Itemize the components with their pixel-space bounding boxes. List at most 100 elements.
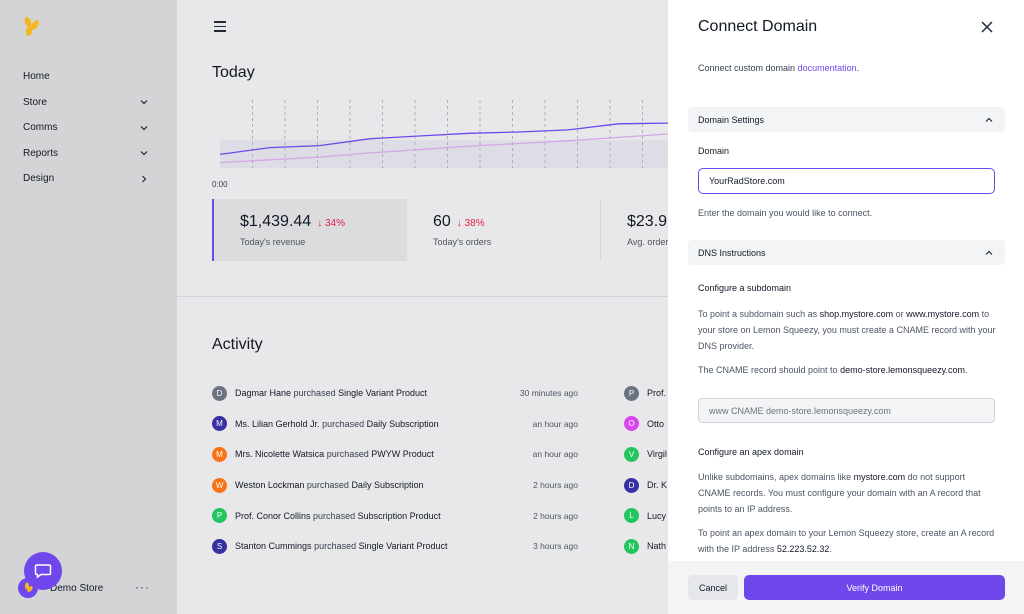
customer-name: Ms. Lilian Gerhold Jr.: [235, 418, 320, 429]
stat-label: Avg. order: [627, 237, 668, 247]
avatar: D: [212, 385, 227, 401]
verify-domain-button[interactable]: Verify Domain: [744, 575, 1005, 600]
activity-verb: purchased: [293, 388, 336, 399]
text: To point a subdomain such as: [698, 309, 820, 319]
stat-revenue[interactable]: $1,439.44 ↓ 34% Today's revenue: [212, 199, 407, 261]
avatar: M: [212, 446, 227, 462]
activity-verb: purchased: [322, 418, 365, 429]
customer-name: Lucy: [647, 510, 667, 521]
dns-instructions-section-toggle[interactable]: DNS Instructions: [688, 240, 1005, 265]
stats-row: $1,439.44 ↓ 34% Today's revenue 60 ↓ 38% T…: [212, 199, 668, 261]
activity-verb: purchased: [306, 480, 349, 491]
sidebar-nav: Home Store Comms Reports Design: [0, 64, 177, 192]
documentation-link[interactable]: documentation: [797, 63, 857, 73]
page-title: Today: [212, 64, 255, 81]
domain-input[interactable]: [698, 168, 995, 194]
sidebar-item-label: Design: [23, 173, 55, 185]
more-icon[interactable]: ···: [135, 580, 150, 594]
sidebar-item-home[interactable]: Home: [0, 64, 177, 90]
domain-settings-section-toggle[interactable]: Domain Settings: [688, 107, 1005, 132]
list-item[interactable]: P Prof. Conor Collins purchased Subscrip…: [212, 500, 582, 531]
help-chat-button[interactable]: [24, 552, 62, 590]
activity-list-2: P Prof. O Otto V Virgil D Dr. K L Lucy N Nath: [624, 378, 668, 562]
customer-name: Prof. Conor Collins: [235, 510, 311, 521]
domain-label: Domain: [698, 146, 730, 156]
text: .: [964, 365, 968, 375]
activity-verb: purchased: [314, 541, 357, 552]
avatar: O: [624, 416, 639, 432]
list-item[interactable]: D Dr. K: [624, 470, 668, 501]
stat-avg-order[interactable]: $23.9 Avg. order: [601, 199, 668, 261]
cname-record-field[interactable]: [698, 398, 995, 423]
sidebar-item-label: Reports: [23, 147, 59, 159]
main-content: Today 0:00 $1,439.44 ↓ 34% Today's revenu…: [177, 0, 668, 614]
avatar: P: [212, 508, 227, 524]
customer-name: Weston Lockman: [235, 480, 305, 491]
activity-verb: purchased: [326, 449, 369, 460]
product-name: Single Variant Product: [358, 541, 448, 552]
text: To point an apex domain to your Lemon Sq…: [698, 528, 995, 554]
chevron-down-icon: [139, 97, 149, 107]
customer-name: Dagmar Hane: [235, 388, 292, 399]
apex-title: Configure an apex domain: [698, 447, 804, 457]
intro-text: Connect custom domain: [698, 63, 798, 73]
list-item[interactable]: N Nath: [624, 531, 668, 562]
list-item[interactable]: S Stanton Cummings purchased Single Vari…: [212, 531, 582, 562]
cancel-button[interactable]: Cancel: [688, 575, 738, 600]
series-line: [220, 122, 668, 156]
menu-icon[interactable]: [214, 21, 226, 33]
sidebar-item-label: Store: [23, 96, 47, 108]
domain-help-text: Enter the domain you would like to conne…: [698, 208, 873, 218]
sidebar-item-store[interactable]: Store: [0, 90, 177, 116]
subdomain-instructions: To point a subdomain such as shop.mystor…: [698, 306, 998, 354]
cname-target-text: The CNAME record should point to demo-st…: [698, 362, 998, 378]
list-item[interactable]: L Lucy: [624, 500, 668, 531]
list-item[interactable]: D Dagmar Hane purchased Single Variant P…: [212, 378, 582, 409]
close-icon[interactable]: [980, 20, 994, 34]
text: do not support CNAME records. You must c…: [698, 472, 981, 514]
sidebar-item-comms[interactable]: Comms: [0, 115, 177, 141]
product-name: Single Variant Product: [338, 388, 427, 399]
list-item[interactable]: M Ms. Lilian Gerhold Jr. purchased Daily…: [212, 409, 582, 440]
avatar: L: [624, 508, 639, 524]
activity-time: 3 hours ago: [533, 541, 578, 552]
avatar: W: [212, 477, 227, 493]
activity-title: Activity: [212, 336, 263, 353]
customer-name: Mrs. Nicolette Watsica: [235, 449, 325, 460]
sidebar-item-design[interactable]: Design: [0, 166, 177, 192]
list-item[interactable]: P Prof.: [624, 378, 668, 409]
text: or: [893, 309, 907, 319]
customer-name: Otto: [647, 418, 665, 429]
text: to your store on Lemon Squeezy, you must…: [698, 309, 996, 351]
section-label: Domain Settings: [698, 114, 765, 125]
sidebar-item-reports[interactable]: Reports: [0, 141, 177, 167]
chart-area: [220, 140, 668, 168]
activity-verb: purchased: [313, 510, 356, 521]
activity-time: an hour ago: [532, 449, 578, 460]
stat-label: Today's revenue: [240, 237, 306, 247]
activity-time: 2 hours ago: [533, 480, 578, 491]
list-item[interactable]: V Virgil: [624, 439, 668, 470]
customer-name: Prof.: [647, 388, 667, 399]
list-item[interactable]: O Otto: [624, 409, 668, 440]
product-name: Daily Subscription: [351, 480, 424, 491]
connect-domain-panel: Connect Domain Connect custom domain doc…: [668, 0, 1024, 614]
subdomain-title: Configure a subdomain: [698, 283, 792, 293]
list-item[interactable]: W Weston Lockman purchased Daily Subscri…: [212, 470, 582, 501]
activity-time: 2 hours ago: [533, 510, 578, 521]
today-chart: [220, 100, 668, 168]
example-apex: mystore.com: [853, 472, 906, 482]
product-name: Subscription Product: [357, 510, 441, 521]
list-item[interactable]: M Mrs. Nicolette Watsica purchased PWYW …: [212, 439, 582, 470]
stat-value: 60: [433, 213, 451, 230]
avatar: M: [212, 416, 227, 432]
section-label: DNS Instructions: [698, 247, 766, 258]
stat-value: $1,439.44: [240, 213, 312, 230]
stat-orders[interactable]: 60 ↓ 38% Today's orders: [407, 199, 601, 261]
avatar: P: [624, 385, 639, 401]
divider: [177, 296, 668, 297]
panel-footer: Cancel Verify Domain: [668, 561, 1024, 614]
stat-value: $23.9: [627, 213, 668, 230]
sidebar-item-label: Comms: [23, 122, 58, 134]
lemon-icon[interactable]: [22, 16, 42, 38]
